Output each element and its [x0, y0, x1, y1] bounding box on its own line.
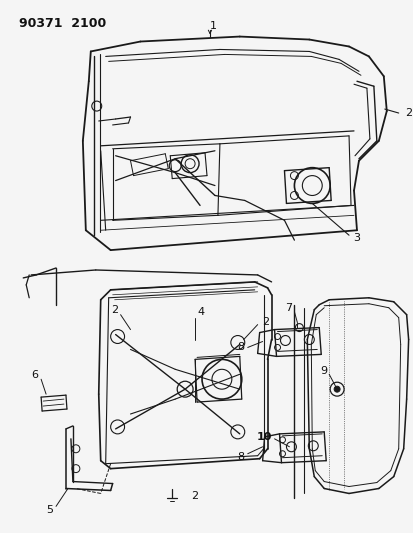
Text: 10: 10	[256, 432, 271, 442]
Text: 3: 3	[352, 233, 359, 243]
Text: 7: 7	[285, 303, 292, 313]
Text: 8: 8	[237, 451, 244, 462]
Text: 6: 6	[31, 370, 38, 380]
Text: 2: 2	[261, 317, 268, 327]
Circle shape	[333, 386, 339, 392]
Text: 2: 2	[404, 108, 411, 118]
Text: 4: 4	[197, 306, 204, 317]
Text: 2: 2	[111, 305, 118, 314]
Text: 90371  2100: 90371 2100	[19, 17, 106, 30]
Text: 2: 2	[191, 491, 198, 502]
Text: 1: 1	[209, 21, 216, 30]
Text: 9: 9	[319, 366, 326, 376]
Text: 8: 8	[237, 343, 244, 352]
Text: 5: 5	[46, 505, 53, 515]
